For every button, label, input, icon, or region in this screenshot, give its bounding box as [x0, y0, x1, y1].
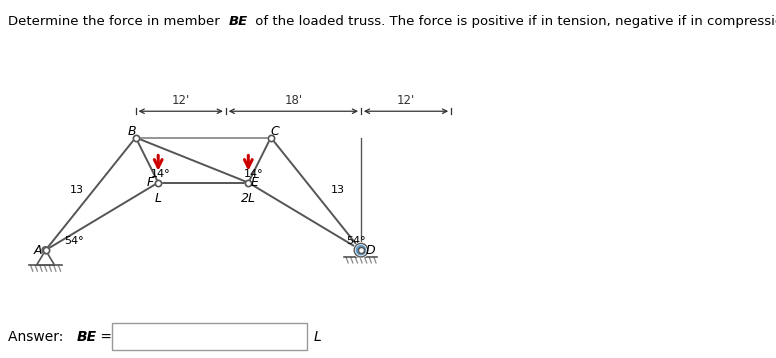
Text: 2L: 2L [241, 192, 256, 204]
Text: D: D [365, 244, 375, 257]
Text: A: A [34, 244, 43, 257]
Circle shape [359, 247, 364, 253]
Text: L: L [154, 192, 161, 204]
Text: F: F [147, 176, 154, 189]
Text: 54°: 54° [64, 236, 84, 246]
Text: C: C [270, 125, 279, 138]
Text: =: = [96, 329, 112, 344]
Text: 12': 12' [171, 94, 190, 107]
Circle shape [354, 243, 368, 257]
Text: L: L [314, 329, 322, 344]
Text: BE: BE [77, 329, 97, 344]
Text: Answer:: Answer: [8, 329, 68, 344]
Text: 14°: 14° [244, 169, 263, 179]
Text: B: B [127, 125, 137, 138]
Polygon shape [36, 250, 54, 265]
Text: 14°: 14° [151, 169, 170, 179]
FancyBboxPatch shape [112, 323, 307, 350]
Text: 54°: 54° [346, 236, 365, 246]
Text: 13: 13 [70, 185, 84, 195]
Text: 13: 13 [331, 185, 345, 195]
Text: 18': 18' [284, 94, 303, 107]
Text: BE: BE [229, 15, 248, 28]
Text: E: E [251, 176, 258, 189]
Circle shape [42, 247, 49, 253]
Text: of the loaded truss. The force is positive if in tension, negative if in compres: of the loaded truss. The force is positi… [251, 15, 776, 28]
Text: Determine the force in member: Determine the force in member [8, 15, 223, 28]
Text: 12': 12' [397, 94, 415, 107]
